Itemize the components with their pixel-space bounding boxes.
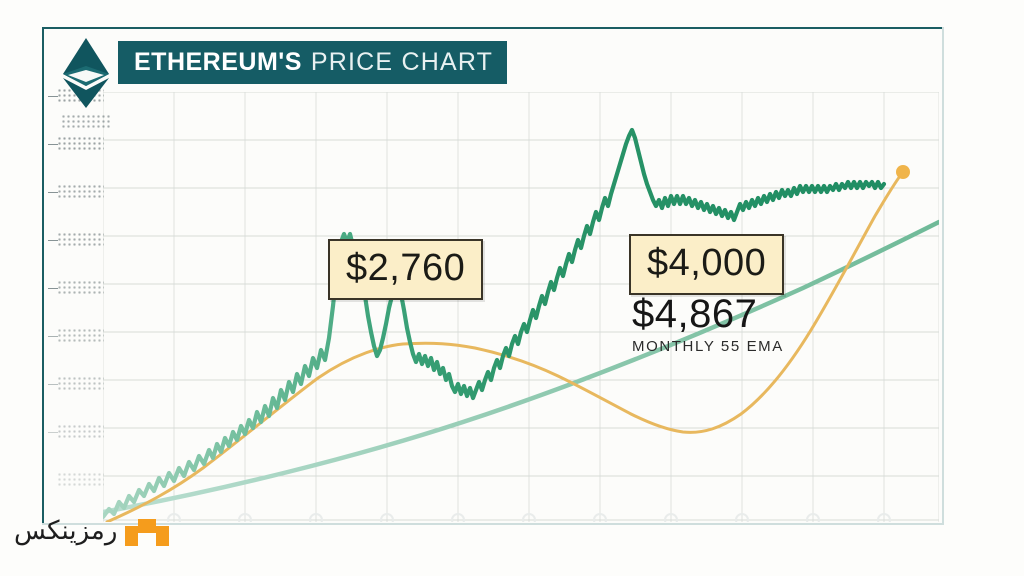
chart-frame	[42, 27, 944, 525]
watermark-text: رمزینکس	[14, 516, 118, 546]
current-price-label: $4,867	[632, 292, 758, 336]
ema-support-line	[103, 219, 939, 515]
chart-plot	[103, 92, 939, 522]
ema-caption: MONTHLY 55 EMA	[632, 338, 784, 355]
x-axis-tick-markers	[167, 513, 891, 522]
forecast-trend-line	[105, 170, 905, 522]
vertical-gridlines	[103, 92, 939, 522]
chart-title-bar: ETHEREUM'S PRICE CHART	[118, 41, 508, 84]
title-light: PRICE CHART	[310, 48, 494, 76]
price-line-visible	[103, 127, 887, 520]
horizontal-gridlines	[103, 92, 939, 521]
price-callout-2760: $2,760	[328, 239, 484, 300]
title-strong: ETHEREUM'S	[134, 48, 302, 76]
watermark: رمزینکس	[14, 508, 194, 554]
price-callout-4000: $4,000	[629, 234, 785, 295]
redaction-mark-top	[62, 115, 112, 128]
ramzinex-logo-icon	[125, 519, 170, 546]
forecast-end-marker	[896, 165, 910, 179]
ethereum-diamond-icon	[63, 38, 109, 108]
